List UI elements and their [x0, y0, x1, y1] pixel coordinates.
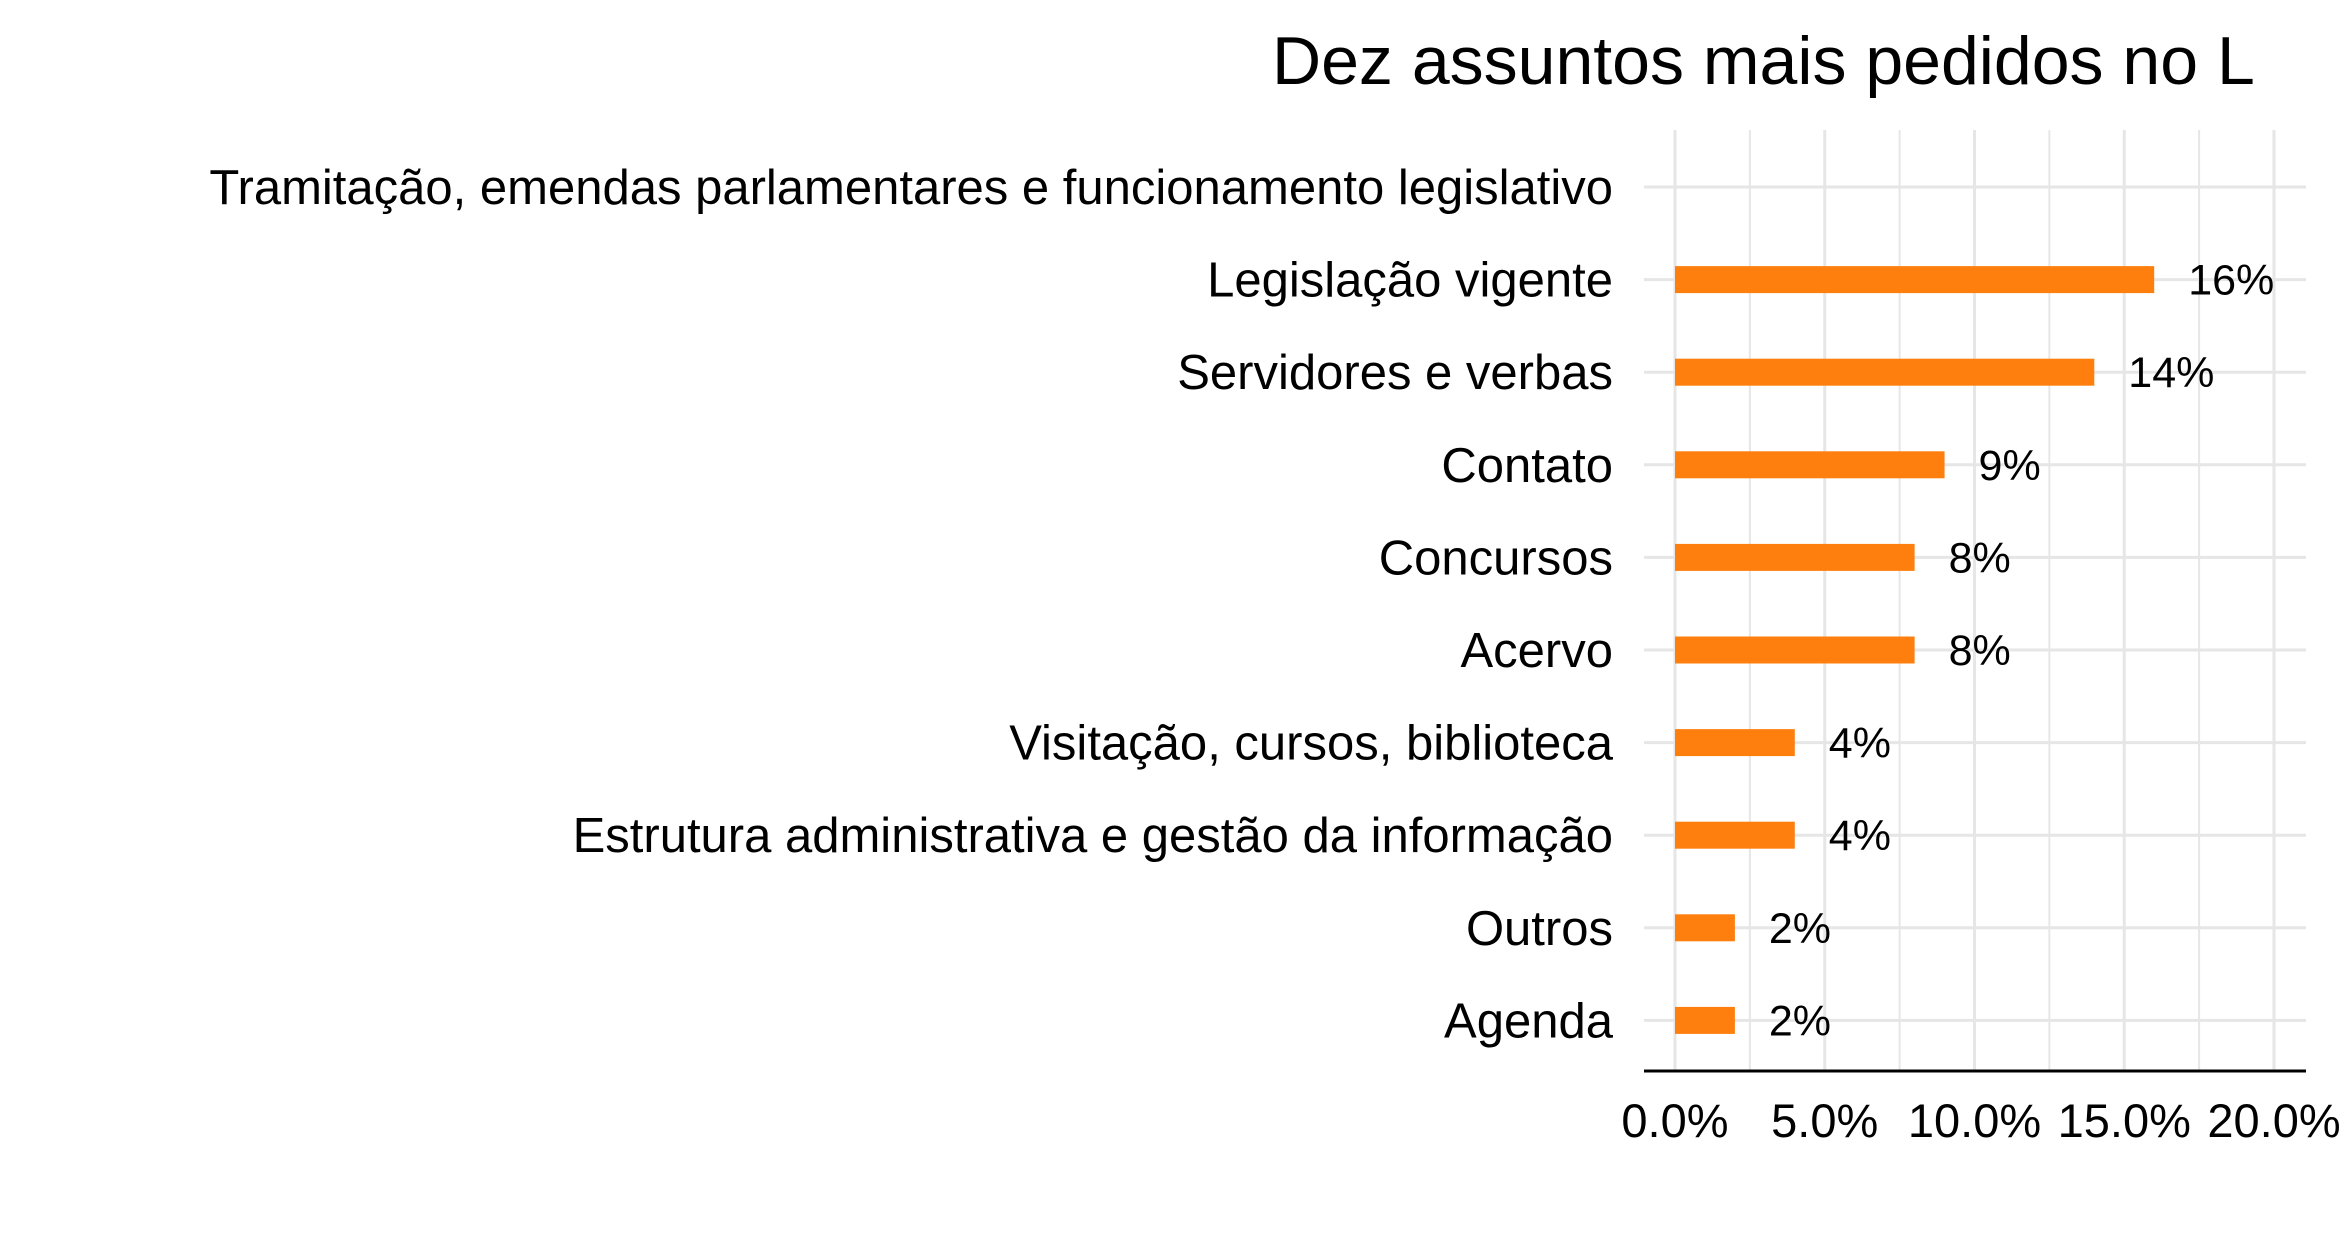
bar: [1675, 636, 1915, 664]
category-label: Acervo: [1460, 624, 1613, 678]
bar: [1675, 451, 1945, 479]
bar: [1675, 1006, 1735, 1034]
data-label: 8%: [1949, 534, 2011, 582]
data-label: 4%: [1829, 720, 1891, 768]
bar: [1675, 821, 1795, 849]
category-label: Visitação, cursos, biblioteca: [1009, 717, 1613, 771]
x-tick-label: 0.0%: [1621, 1094, 1728, 1147]
bar: [1675, 358, 2095, 386]
bar: [1675, 266, 2155, 294]
category-label: Legislação vigente: [1207, 254, 1613, 308]
axis-layer: 0.0% 5.0% 10.0% 15.0% 20.0%: [1621, 1069, 2340, 1147]
x-tick-label: 15.0%: [2058, 1094, 2191, 1147]
bar: [1675, 543, 1915, 571]
data-label: 2%: [1769, 997, 1831, 1045]
bar: [1675, 729, 1795, 757]
x-tick-label: 20.0%: [2207, 1094, 2340, 1147]
label-layer: Tramitação, emendas parlamentares e func…: [209, 161, 2274, 1048]
category-label: Servidores e verbas: [1177, 346, 1613, 400]
data-label: 14%: [2128, 349, 2214, 397]
category-label: Outros: [1466, 902, 1613, 956]
chart-title: Dez assuntos mais pedidos no L: [1272, 23, 2255, 99]
category-label: Agenda: [1444, 994, 1614, 1048]
data-label: 8%: [1949, 627, 2011, 675]
category-label: Estrutura administrativa e gestão da inf…: [573, 809, 1613, 863]
x-tick-label: 10.0%: [1908, 1094, 2041, 1147]
data-label: 4%: [1829, 812, 1891, 860]
data-label: 9%: [1979, 442, 2041, 490]
bar-layer: [1675, 266, 2155, 1034]
data-label: 16%: [2188, 257, 2274, 305]
data-label: 2%: [1769, 905, 1831, 953]
category-label: Concursos: [1379, 531, 1613, 585]
category-label: Tramitação, emendas parlamentares e func…: [209, 161, 1613, 215]
x-tick-label: 5.0%: [1771, 1094, 1878, 1147]
bar: [1675, 914, 1735, 942]
category-label: Contato: [1441, 439, 1613, 493]
